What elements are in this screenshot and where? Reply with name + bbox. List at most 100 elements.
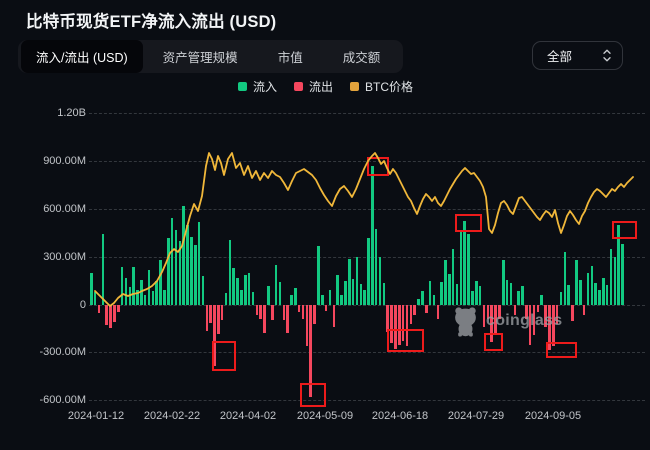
inflow-bar[interactable] [602, 277, 605, 305]
outflow-bar[interactable] [305, 305, 309, 346]
outflow-bar[interactable] [525, 305, 528, 320]
outflow-bar[interactable] [255, 305, 259, 315]
outflow-bar[interactable] [536, 305, 540, 313]
inflow-bar[interactable] [417, 299, 420, 305]
inflow-bar[interactable] [328, 289, 332, 305]
outflow-bar[interactable] [544, 305, 547, 328]
tab-volume[interactable]: 成交额 [342, 51, 381, 65]
inflow-bar[interactable] [190, 236, 193, 305]
outflow-bar[interactable] [324, 305, 328, 311]
inflow-bar[interactable] [178, 241, 182, 305]
inflow-bar[interactable] [347, 258, 351, 305]
inflow-bar[interactable] [228, 239, 232, 305]
outflow-bar[interactable] [424, 305, 428, 313]
inflow-bar[interactable] [371, 165, 374, 305]
inflow-bar[interactable] [93, 291, 97, 305]
outflow-bar[interactable] [390, 305, 393, 344]
inflow-bar[interactable] [140, 279, 143, 305]
outflow-bar[interactable] [582, 305, 586, 315]
outflow-bar[interactable] [113, 305, 116, 322]
outflow-bar[interactable] [532, 305, 536, 336]
inflow-bar[interactable] [344, 281, 347, 305]
inflow-bar[interactable] [278, 281, 282, 305]
outflow-bar[interactable] [213, 305, 216, 366]
inflow-bar[interactable] [182, 206, 185, 305]
inflow-bar[interactable] [521, 285, 524, 305]
outflow-bar[interactable] [109, 305, 112, 329]
inflow-bar[interactable] [463, 220, 467, 305]
inflow-bar[interactable] [440, 281, 443, 305]
outflow-bar[interactable] [552, 305, 555, 347]
inflow-bar[interactable] [251, 291, 255, 305]
outflow-bar[interactable] [498, 305, 501, 320]
outflow-bar[interactable] [482, 305, 486, 328]
inflow-bar[interactable] [367, 238, 370, 305]
inflow-bar[interactable] [232, 268, 236, 305]
legend-item-btc-price[interactable]: BTC价格 [350, 78, 413, 95]
inflow-bar[interactable] [605, 285, 609, 305]
legend-item-inflow[interactable]: 流入 [238, 78, 277, 95]
inflow-bar[interactable] [336, 274, 339, 305]
inflow-bar[interactable] [501, 259, 505, 305]
outflow-bar[interactable] [263, 305, 266, 333]
inflow-bar[interactable] [509, 282, 513, 305]
inflow-bar[interactable] [359, 284, 363, 305]
inflow-bar[interactable] [590, 265, 594, 305]
outflow-bar[interactable] [490, 305, 493, 342]
inflow-bar[interactable] [428, 281, 432, 305]
inflow-bar[interactable] [294, 288, 297, 305]
inflow-bar[interactable] [240, 290, 243, 305]
inflow-bar[interactable] [578, 279, 582, 305]
inflow-bar[interactable] [382, 283, 386, 305]
inflow-bar[interactable] [505, 279, 509, 305]
outflow-bar[interactable] [486, 305, 490, 320]
inflow-bar[interactable] [598, 289, 601, 305]
inflow-bar[interactable] [613, 257, 617, 305]
outflow-bar[interactable] [386, 305, 390, 333]
outflow-bar[interactable] [409, 305, 413, 325]
outflow-bar[interactable] [97, 305, 101, 314]
inflow-bar[interactable] [540, 295, 544, 305]
inflow-bar[interactable] [559, 292, 563, 305]
inflow-bar[interactable] [471, 290, 474, 305]
inflow-bar[interactable] [421, 290, 424, 305]
outflow-bar[interactable] [513, 305, 517, 316]
inflow-bar[interactable] [128, 286, 132, 305]
inflow-bar[interactable] [132, 266, 135, 305]
tab-market-cap[interactable]: 市值 [277, 51, 303, 65]
inflow-bar[interactable] [193, 245, 197, 305]
range-select-dropdown[interactable]: 全部 [532, 41, 623, 70]
outflow-bar[interactable] [217, 305, 220, 334]
inflow-bar[interactable] [247, 273, 251, 305]
inflow-bar[interactable] [563, 252, 567, 305]
inflow-bar[interactable] [621, 243, 624, 305]
inflow-bar[interactable] [432, 295, 436, 305]
outflow-bar[interactable] [209, 305, 212, 323]
outflow-bar[interactable] [259, 305, 262, 320]
outflow-bar[interactable] [205, 305, 209, 332]
inflow-bar[interactable] [244, 274, 247, 305]
inflow-bar[interactable] [90, 273, 93, 305]
inflow-bar[interactable] [155, 281, 159, 305]
inflow-bar[interactable] [567, 285, 570, 305]
outflow-bar[interactable] [394, 305, 397, 349]
inflow-bar[interactable] [475, 281, 478, 305]
inflow-bar[interactable] [267, 285, 270, 305]
outflow-bar[interactable] [332, 305, 336, 328]
inflow-bar[interactable] [236, 278, 239, 305]
inflow-bar[interactable] [321, 294, 324, 305]
inflow-bar[interactable] [340, 295, 343, 305]
inflow-bar[interactable] [186, 225, 189, 305]
inflow-bar[interactable] [163, 289, 166, 305]
inflow-bar[interactable] [136, 289, 139, 305]
outflow-bar[interactable] [571, 305, 574, 321]
outflow-bar[interactable] [413, 305, 416, 315]
outflow-bar[interactable] [494, 305, 497, 334]
inflow-bar[interactable] [351, 278, 355, 305]
inflow-bar[interactable] [467, 234, 470, 305]
outflow-bar[interactable] [405, 305, 409, 347]
inflow-bar[interactable] [459, 230, 463, 305]
inflow-bar[interactable] [143, 294, 147, 305]
outflow-bar[interactable] [282, 305, 286, 321]
inflow-bar[interactable] [575, 260, 578, 305]
